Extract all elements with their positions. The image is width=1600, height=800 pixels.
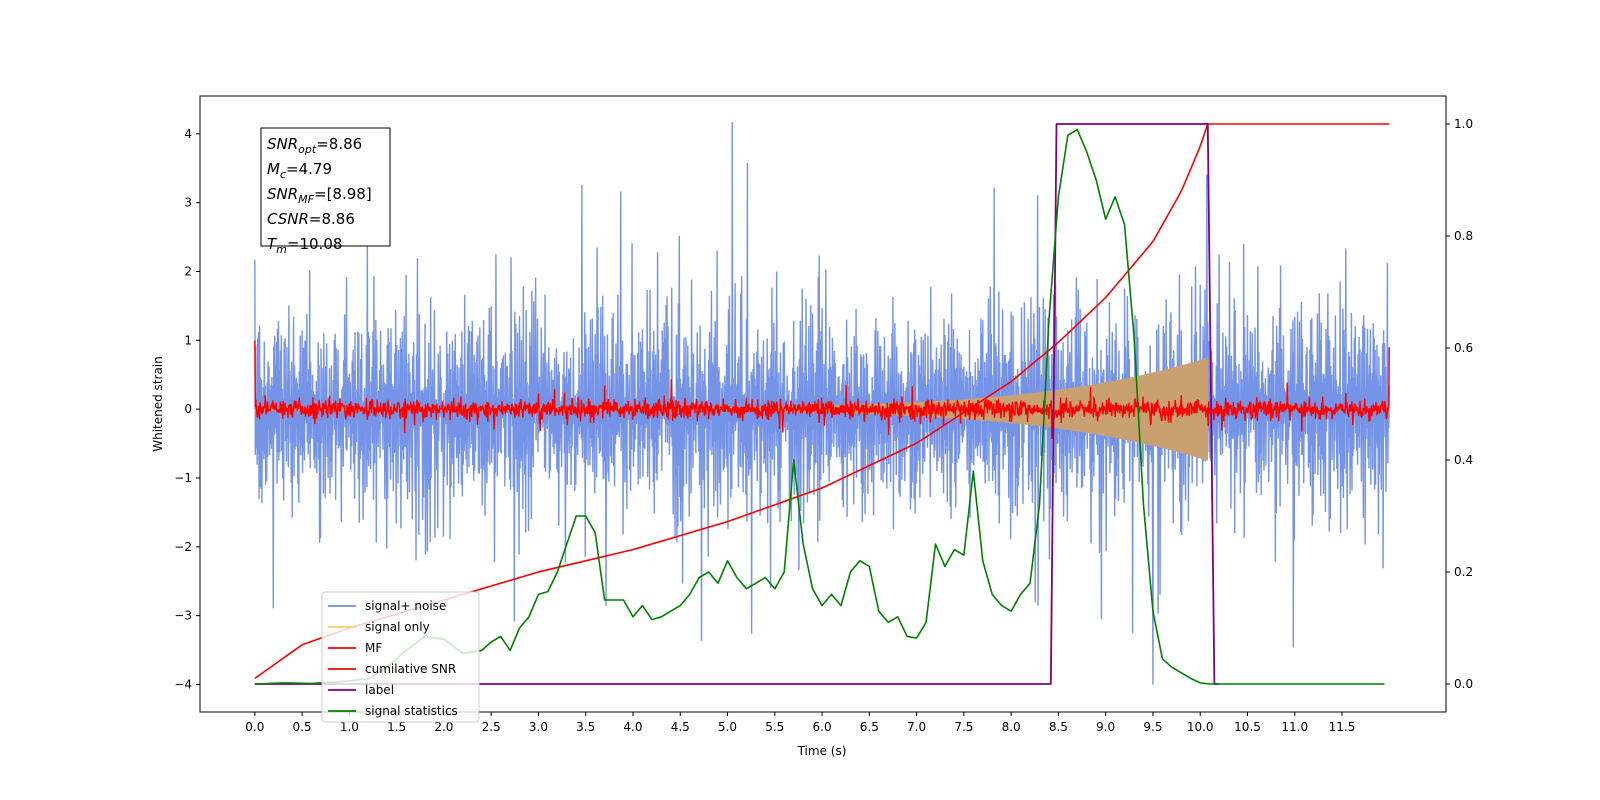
y-right-tick-label: 0.6: [1454, 341, 1473, 355]
y-left-tick-label: 4: [184, 127, 192, 141]
y-left-tick-label: 2: [184, 265, 192, 279]
y-right-tick-label: 1.0: [1454, 117, 1473, 131]
legend-entry-label: cumilative SNR: [365, 662, 456, 676]
x-tick-label: 10.0: [1187, 720, 1214, 734]
y-left-tick-label: 0: [184, 402, 192, 416]
y-left-tick-label: −4: [174, 677, 192, 691]
x-tick-label: 8.5: [1049, 720, 1068, 734]
x-tick-label: 4.0: [623, 720, 642, 734]
y-left-tick-label: −2: [174, 540, 192, 554]
x-tick-label: 2.5: [482, 720, 501, 734]
series-mf-line: [254, 340, 1390, 440]
y-right-tick-label: 0.4: [1454, 453, 1473, 467]
y-right-tick-label: 0.0: [1454, 677, 1473, 691]
y-axis-label: Whitened strain: [151, 356, 165, 452]
y-left-tick-label: 3: [184, 196, 192, 210]
stats-line: CSNR=8.86: [267, 210, 355, 228]
stats-box-frame: [260, 127, 391, 247]
legend-entry-label: signal only: [365, 620, 430, 634]
x-tick-label: 8.0: [1002, 720, 1021, 734]
y-left-tick-label: 1: [184, 333, 192, 347]
x-tick-label: 9.0: [1096, 720, 1115, 734]
legend-entry-label: signal+ noise: [365, 599, 446, 613]
x-tick-label: 6.0: [813, 720, 832, 734]
y-left-tick-label: −1: [174, 471, 192, 485]
y-left-tick-label: −3: [174, 609, 192, 623]
x-tick-label: 11.0: [1281, 720, 1308, 734]
x-tick-label: 2.0: [434, 720, 453, 734]
legend-frame: [321, 591, 480, 723]
x-tick-label: 4.5: [671, 720, 690, 734]
stats-annotation-box: SNRopt=8.86 Mc=4.79 SNRMF=[8.98] CSNR=8.86 T…: [260, 127, 391, 256]
legend-entry-label: MF: [365, 641, 382, 655]
x-tick-label: 3.5: [576, 720, 595, 734]
legend-entry-label: label: [365, 683, 394, 697]
x-tick-label: 0.5: [293, 720, 312, 734]
y-right-tick-label: 0.2: [1454, 565, 1473, 579]
x-tick-label: 5.5: [765, 720, 784, 734]
x-tick-label: 1.0: [340, 720, 359, 734]
x-tick-label: 1.5: [387, 720, 406, 734]
x-axis: 0.0 0.5 1.0 1.5 2.0 2.5 3.0 3.5 4.0 4.5 5.0 5.5 6.0 6…: [245, 712, 1355, 734]
x-tick-label: 5.0: [718, 720, 737, 734]
x-tick-label: 6.5: [860, 720, 879, 734]
x-tick-label: 11.5: [1329, 720, 1356, 734]
x-tick-label: 7.0: [907, 720, 926, 734]
stats-line: Tm=10.08: [267, 235, 342, 256]
x-axis-label: Time (s): [797, 744, 847, 758]
y-axis-right: 0.0 0.2 0.4 0.6 0.8 1.0: [1446, 117, 1473, 691]
x-tick-label: 0.0: [245, 720, 264, 734]
stats-line: Mc=4.79: [267, 160, 332, 181]
y-right-tick-label: 0.8: [1454, 229, 1473, 243]
legend-entry-label: signal statistics: [365, 704, 458, 718]
x-tick-label: 3.0: [529, 720, 548, 734]
y-axis-left: −4 −3 −2 −1 0 1 2 3 4: [174, 127, 200, 691]
legend: signal+ noise signal only MF cumilative SNR…: [321, 591, 480, 723]
plot-frame: [199, 95, 1447, 713]
x-tick-label: 10.5: [1234, 720, 1261, 734]
series-signal-noise-line: [254, 122, 1390, 685]
stats-line: SNRopt=8.86: [267, 135, 362, 156]
series-signal-statistics-line: [254, 128, 1385, 685]
x-tick-label: 9.5: [1143, 720, 1162, 734]
x-tick-label: 7.5: [954, 720, 973, 734]
stats-line: SNRMF=[8.98]: [267, 185, 372, 206]
